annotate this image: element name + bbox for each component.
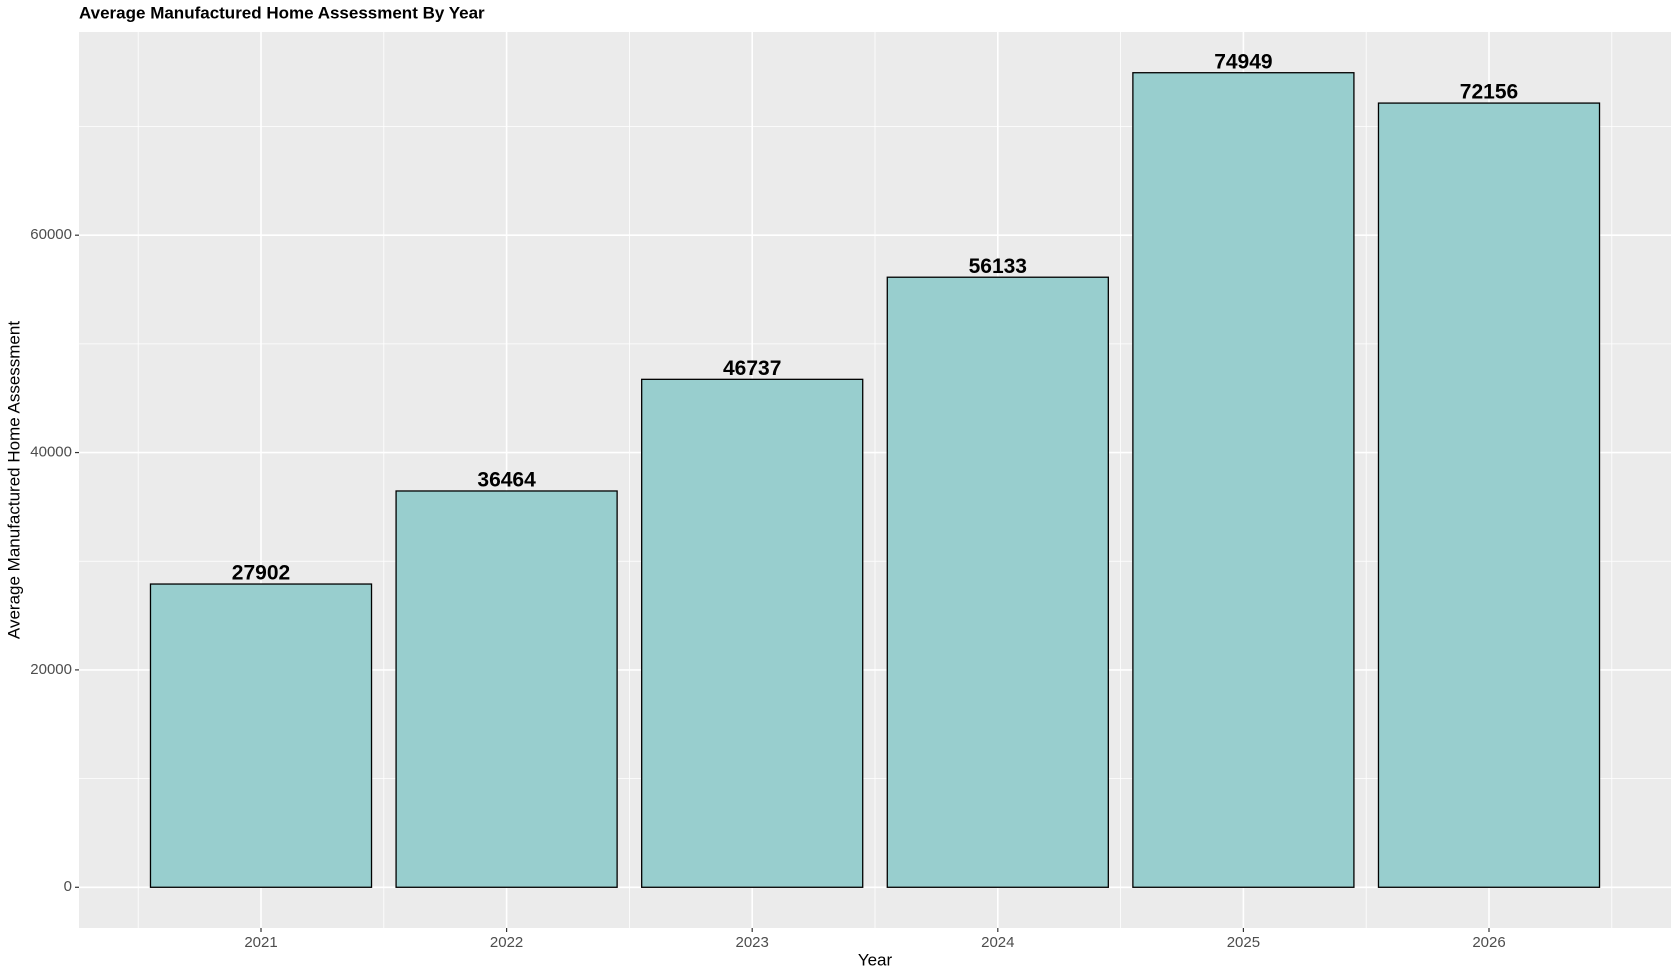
x-tick-label: 2022 [490, 934, 523, 951]
y-tick-label: 40000 [30, 444, 72, 461]
y-tick-label: 0 [64, 878, 72, 895]
value-label: 46737 [723, 357, 781, 380]
x-tick-label: 2025 [1227, 934, 1260, 951]
value-label: 36464 [477, 469, 536, 492]
y-axis-title: Average Manufactured Home Assessment [4, 321, 23, 639]
bar [1377, 102, 1601, 888]
bar [641, 378, 864, 888]
value-label: 27902 [232, 562, 290, 585]
x-tick-label: 2026 [1472, 934, 1505, 951]
bar [1132, 72, 1355, 888]
bar [886, 276, 1109, 888]
chart-title: Average Manufactured Home Assessment By … [79, 3, 485, 22]
y-tick-label: 20000 [30, 661, 72, 678]
value-label: 72156 [1460, 81, 1518, 104]
x-tick-label: 2021 [244, 934, 277, 951]
value-label: 74949 [1214, 50, 1272, 73]
x-tick-label: 2023 [736, 934, 769, 951]
bar [149, 583, 373, 888]
bar [395, 490, 618, 888]
y-tick-label: 60000 [30, 226, 72, 243]
value-label: 56133 [969, 255, 1027, 278]
x-tick-label: 2024 [981, 934, 1014, 951]
x-axis-title: Year [858, 950, 893, 969]
